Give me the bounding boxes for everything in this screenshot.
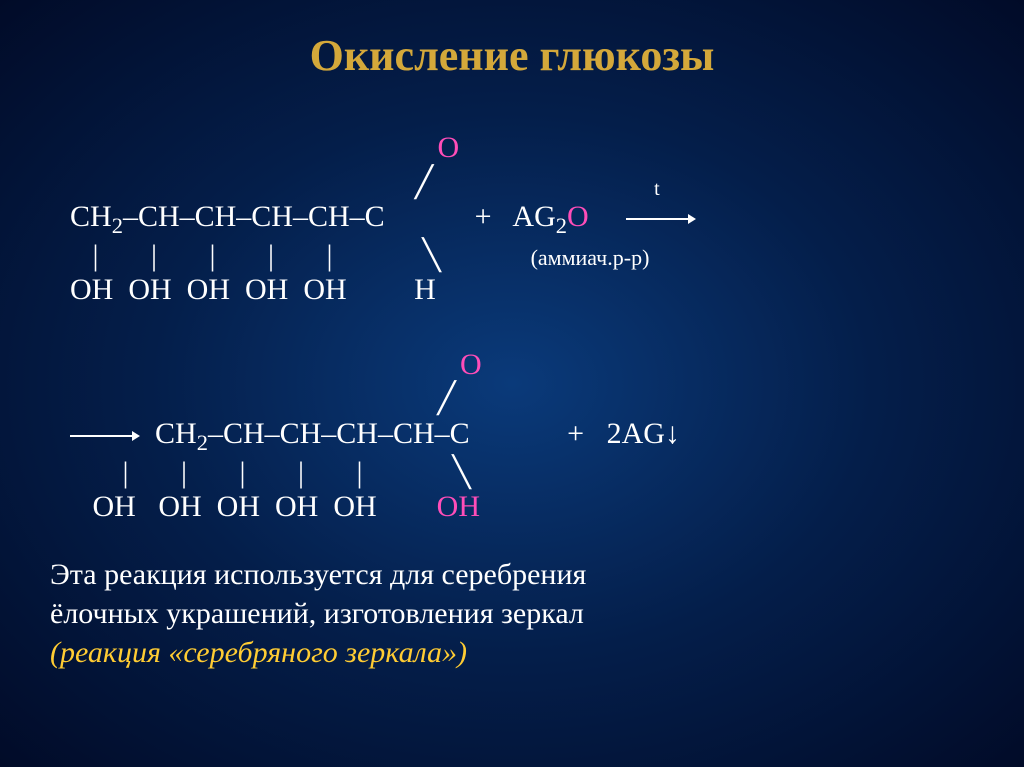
r2-top: O: [70, 348, 974, 383]
r1-bonds: | | | | | ╲(аммиач.р-р): [70, 239, 974, 274]
reaction-1: O ╱ CH2–CH–CH–CH–CH–C + AG2O t | | | | |…: [70, 131, 974, 308]
slide-title: Окисление глюкозы: [50, 30, 974, 81]
r1-slash: ╱: [70, 166, 974, 201]
ammonia-note: (аммиач.р-р): [531, 245, 650, 270]
arrow-icon: t: [626, 200, 696, 235]
r1-top: O: [70, 131, 974, 166]
r2-bonds: | | | | | ╲: [70, 456, 974, 491]
footnote-line-3: (реакция «серебряного зеркала»): [50, 633, 974, 672]
r1-main: CH2–CH–CH–CH–CH–C + AG2O t: [70, 200, 974, 239]
arrow-icon: [70, 417, 140, 450]
r1-bottom: OH OH OH OH OH H: [70, 273, 974, 308]
footnote: Эта реакция используется для серебрения …: [50, 555, 974, 672]
footnote-line-2: ёлочных украшений, изготовления зеркал: [50, 594, 974, 633]
reaction-2: O ╱ CH2–CH–CH–CH–CH–C + 2AG↓ | | | | | ╲…: [70, 348, 974, 525]
r2-slash: ╱: [70, 382, 974, 417]
footnote-line-1: Эта реакция используется для серебрения: [50, 555, 974, 594]
r2-bottom: OH OH OH OH OH OH: [70, 490, 974, 525]
r2-main: CH2–CH–CH–CH–CH–C + 2AG↓: [70, 417, 974, 456]
title-text: Окисление глюкозы: [310, 31, 715, 80]
